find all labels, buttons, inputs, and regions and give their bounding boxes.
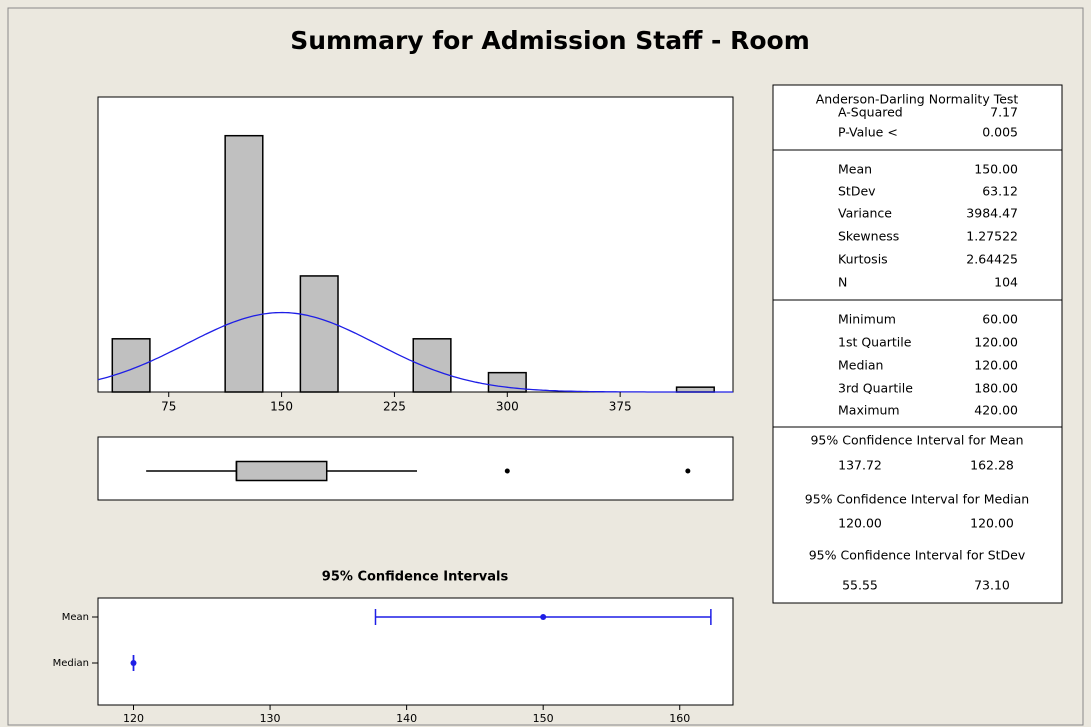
interval-heading: 95% Confidence Interval for Median bbox=[805, 492, 1029, 507]
stat-label: A-Squared bbox=[838, 105, 903, 120]
outlier bbox=[685, 468, 691, 474]
stat-label: 3rd Quartile bbox=[838, 381, 913, 396]
category-label: Mean bbox=[62, 612, 89, 623]
interval-upper: 73.10 bbox=[974, 578, 1010, 593]
interval-lower: 137.72 bbox=[838, 458, 882, 473]
x-tick-label: 75 bbox=[161, 400, 176, 414]
x-tick-label: 150 bbox=[270, 400, 293, 414]
category-label: Median bbox=[53, 658, 89, 669]
interval-heading: 95% Confidence Interval for Mean bbox=[810, 433, 1023, 448]
x-tick-label: 140 bbox=[396, 712, 417, 725]
stat-value: 63.12 bbox=[982, 184, 1018, 199]
stat-label: Mean bbox=[838, 162, 872, 177]
interval-heading: 95% Confidence Interval for StDev bbox=[809, 548, 1026, 563]
stat-value: 420.00 bbox=[974, 403, 1018, 418]
x-tick-label: 130 bbox=[260, 712, 281, 725]
stats-panel bbox=[772, 84, 1063, 604]
bar bbox=[299, 275, 339, 393]
stat-label: Variance bbox=[838, 206, 892, 221]
x-tick-label: 120 bbox=[123, 712, 144, 725]
bar bbox=[412, 338, 452, 393]
interval-panel bbox=[97, 597, 734, 706]
bar bbox=[111, 338, 151, 393]
stat-label: Minimum bbox=[838, 312, 896, 327]
stat-value: 60.00 bbox=[982, 312, 1018, 327]
stat-value: 0.005 bbox=[982, 125, 1018, 140]
interval-title: 95% Confidence Intervals bbox=[322, 570, 509, 585]
point bbox=[540, 614, 547, 620]
stat-label: Skewness bbox=[838, 229, 899, 244]
stat-label: N bbox=[838, 275, 847, 290]
interval-lower: 120.00 bbox=[838, 516, 882, 531]
stat-value: 3984.47 bbox=[966, 206, 1018, 221]
x-tick-label: 300 bbox=[496, 400, 519, 414]
bar bbox=[224, 134, 264, 393]
chart-title: Summary for Admission Staff - Room bbox=[290, 26, 810, 55]
x-tick-label: 150 bbox=[533, 712, 554, 725]
x-tick-label: 160 bbox=[669, 712, 690, 725]
stat-label: Kurtosis bbox=[838, 252, 888, 267]
stat-value: 120.00 bbox=[974, 335, 1018, 350]
stat-value: 2.64425 bbox=[966, 252, 1018, 267]
outlier bbox=[504, 468, 510, 474]
stat-label: 1st Quartile bbox=[838, 335, 912, 350]
box bbox=[235, 460, 328, 482]
interval-upper: 120.00 bbox=[970, 516, 1014, 531]
stat-label: StDev bbox=[838, 184, 876, 199]
stat-value: 1.27522 bbox=[966, 229, 1018, 244]
interval-lower: 55.55 bbox=[842, 578, 878, 593]
stat-label: Median bbox=[838, 358, 883, 373]
stat-value: 104 bbox=[994, 275, 1018, 290]
point bbox=[130, 660, 137, 666]
interval-upper: 162.28 bbox=[970, 458, 1014, 473]
stat-value: 150.00 bbox=[974, 162, 1018, 177]
x-tick-label: 375 bbox=[609, 400, 632, 414]
stat-value: 180.00 bbox=[974, 381, 1018, 396]
x-tick-label: 225 bbox=[383, 400, 406, 414]
stat-value: 120.00 bbox=[974, 358, 1018, 373]
normal-curve bbox=[97, 311, 733, 393]
boxplot-panel bbox=[97, 436, 734, 501]
stat-label: Maximum bbox=[838, 403, 900, 418]
table-heading: Anderson-Darling Normality Test bbox=[816, 92, 1019, 107]
stat-label: P-Value < bbox=[838, 125, 898, 140]
stat-value: 7.17 bbox=[990, 105, 1018, 120]
bar bbox=[675, 386, 715, 393]
